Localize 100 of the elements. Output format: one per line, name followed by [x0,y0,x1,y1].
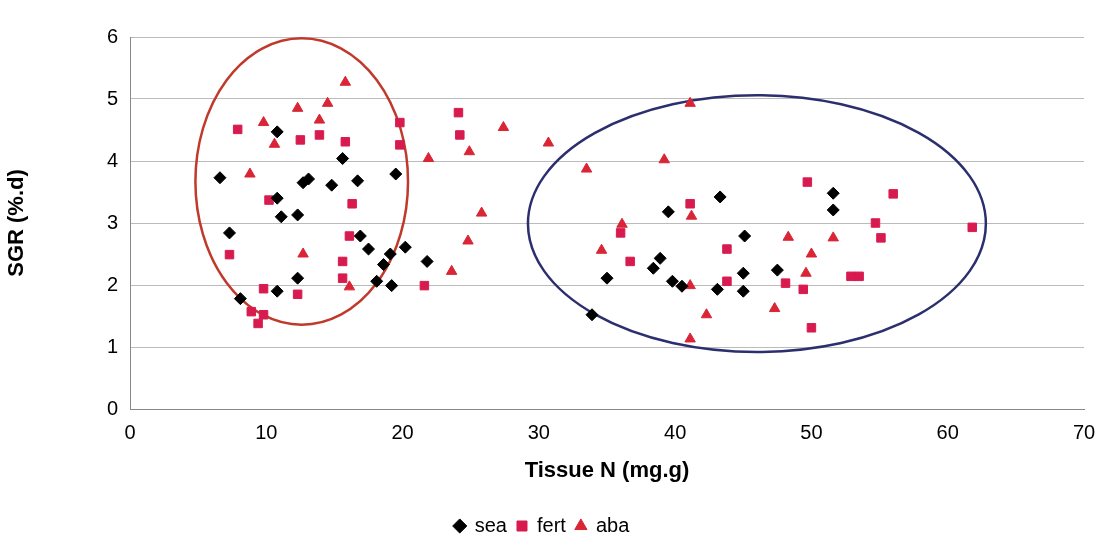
y-tick-label: 0 [106,396,118,419]
point [736,266,750,280]
point [463,145,476,156]
point [274,210,288,224]
x-axis-title: Tissue N (mg.g) [524,456,690,482]
x-tick-label: 30 [527,420,550,443]
point [376,258,390,272]
point [344,231,355,241]
point [713,190,727,204]
point [321,96,334,107]
point [870,218,881,228]
point [302,172,316,186]
point [291,271,305,285]
point [782,230,794,241]
point [780,278,791,288]
point [888,189,898,199]
y-tick-label: 5 [106,86,118,109]
point [232,124,243,135]
point [295,135,306,145]
y-tick-label: 2 [106,272,118,295]
point [258,283,269,294]
point [661,205,675,219]
point [270,284,284,298]
point [213,171,227,185]
point [798,284,808,295]
point [653,251,667,265]
point [337,256,348,267]
point [351,174,365,188]
point [420,254,434,268]
point [233,292,247,306]
point [337,273,348,283]
point [291,208,305,222]
point [675,279,689,293]
point [455,130,465,140]
point [616,217,628,228]
point [462,234,474,245]
point [854,271,864,282]
point [353,229,367,243]
point [768,302,781,313]
point [253,318,263,329]
point [595,243,608,254]
point [270,191,284,205]
y-tick-label: 1 [106,334,118,357]
point [422,152,435,163]
point [580,162,593,173]
point [826,186,840,200]
x-tick-label: 10 [255,420,278,443]
y-tick-label: 4 [106,148,118,171]
point [497,121,510,132]
point [224,249,235,260]
y-tick-label: 3 [106,210,118,233]
point [700,308,713,319]
point [542,136,555,147]
point [389,167,403,181]
x-tick-label: 70 [1072,420,1096,443]
x-tick-label: 40 [664,420,687,443]
x-tick-label: 50 [800,420,823,443]
point [800,266,812,277]
point [257,116,270,127]
point [826,203,840,217]
point [292,289,303,300]
point [383,247,397,261]
point [876,233,886,243]
point [325,178,339,192]
point [419,280,430,291]
point [268,137,281,148]
point [264,195,274,205]
x-tick-label: 60 [936,420,959,443]
point [445,264,458,275]
point [846,271,856,282]
point [395,140,405,150]
point [313,113,326,124]
point [385,279,399,293]
point [805,247,818,258]
point [684,332,696,343]
point [398,240,412,254]
point [806,323,817,333]
legend-label: fert [536,513,567,536]
point [453,107,464,118]
x-tick-label: 0 [124,420,136,443]
point [314,130,325,140]
point [370,274,384,288]
point [802,177,813,187]
point [615,228,626,238]
point [336,152,350,166]
point [343,280,356,291]
point [222,226,236,240]
point [362,242,375,256]
x-tick-label: 20 [391,420,414,443]
point [244,167,256,178]
point [738,229,752,243]
point [722,244,732,254]
point [685,209,698,220]
point [685,199,695,209]
point [646,261,660,275]
point [600,271,614,285]
point [475,206,488,217]
point [770,263,784,277]
point [665,274,679,288]
y-tick-label: 6 [106,24,118,47]
